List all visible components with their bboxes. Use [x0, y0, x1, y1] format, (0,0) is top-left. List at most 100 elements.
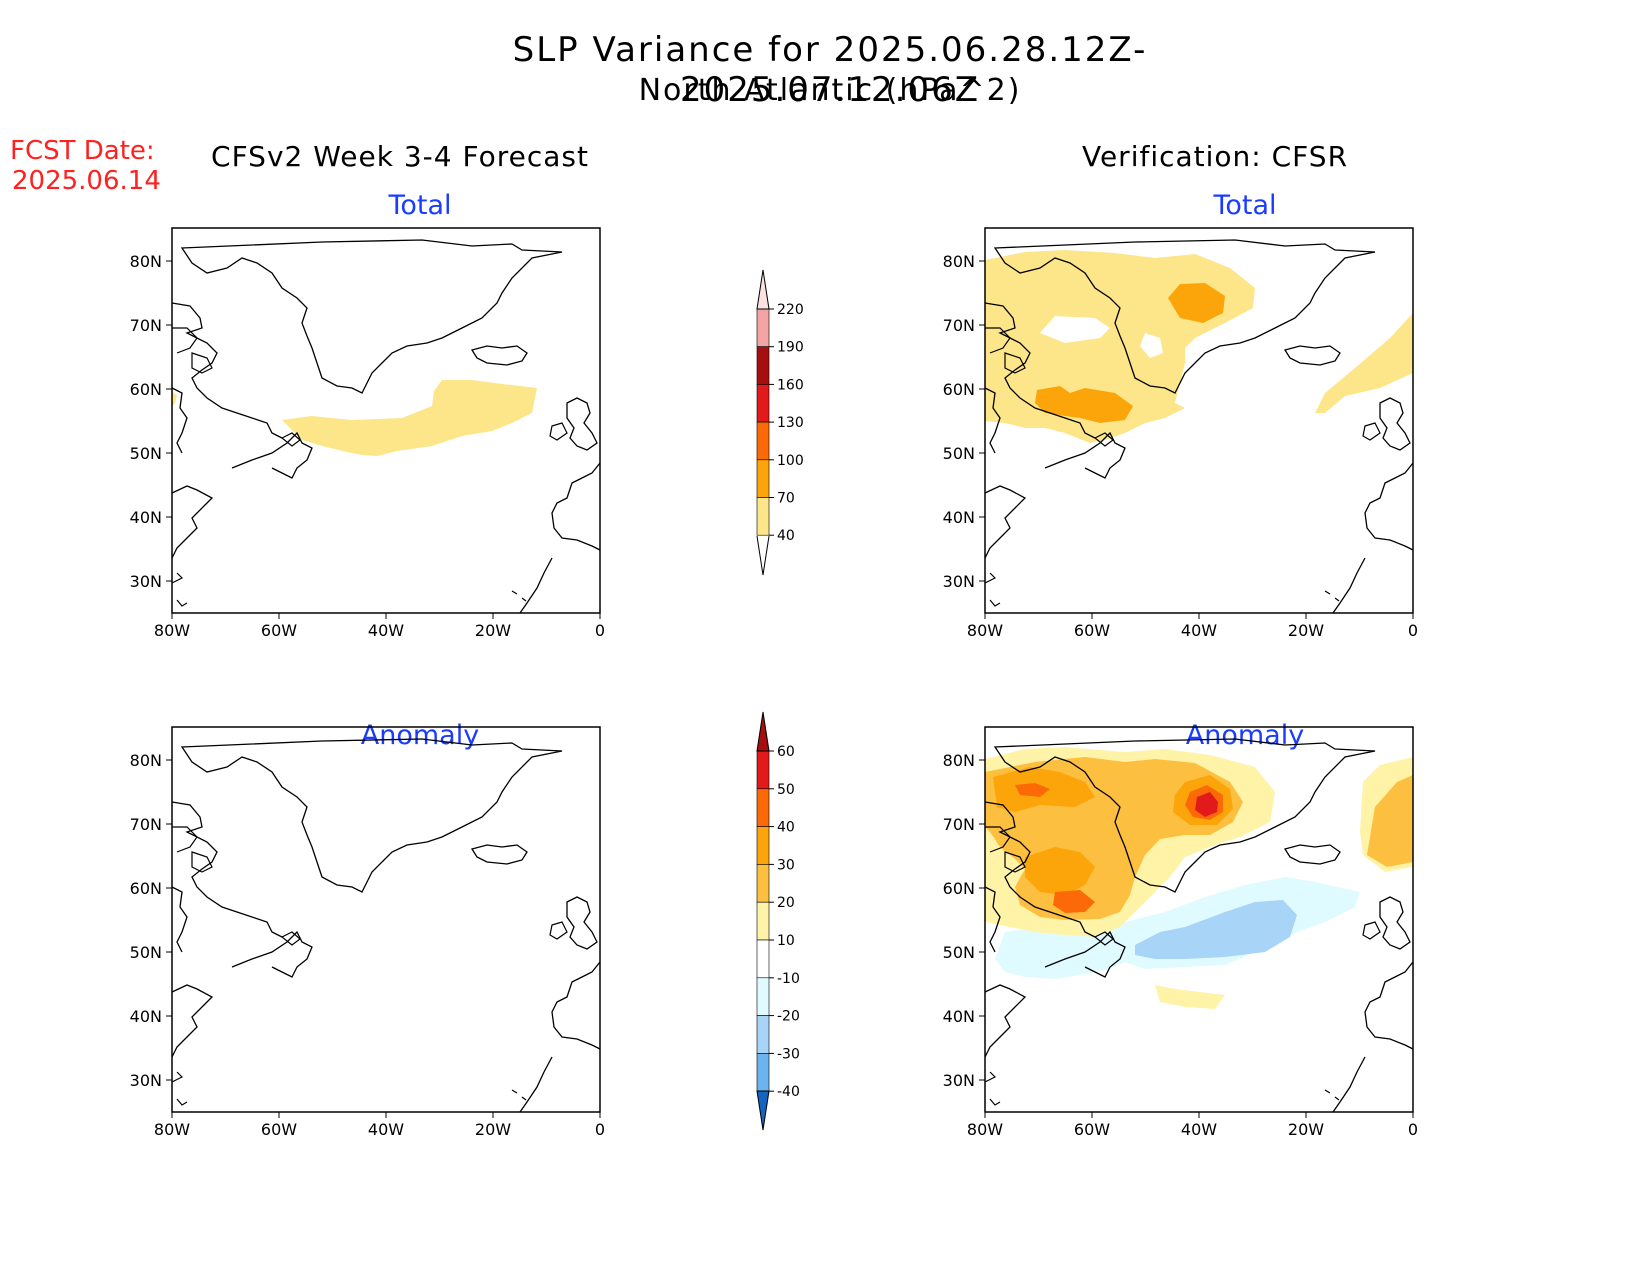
fcst-date-label: FCST Date:: [10, 136, 155, 166]
verification-total-lon-label: 40W: [1181, 621, 1217, 640]
forecast-column-title: CFSv2 Week 3-4 Forecast: [211, 140, 589, 173]
verification-anomaly-lon-label: 60W: [1074, 1120, 1110, 1139]
colorbar-total-top-triangle: [756, 269, 770, 310]
verification-anomaly-lon-label: 0: [1408, 1120, 1418, 1139]
colorbar-total-tick-label: 100: [777, 453, 804, 469]
forecast-anomaly-lat-label: 60N: [130, 879, 162, 898]
colorbar-anomaly-tick-label: -30: [777, 1046, 800, 1062]
colorbar-anomaly-swatch: [756, 788, 770, 827]
forecast-anomaly-lat-label: 80N: [130, 751, 162, 770]
colorbar-anomaly-swatch: [756, 1015, 770, 1054]
colorbar-anomaly-tick-label: -20: [777, 1009, 800, 1025]
forecast-total-lat-label: 50N: [130, 444, 162, 463]
verification-anomaly-lat-label: 60N: [943, 879, 975, 898]
forecast-anomaly-lon-label: 20W: [475, 1120, 511, 1139]
forecast-total-lon-label: 60W: [261, 621, 297, 640]
forecast-total-lon-label: 20W: [475, 621, 511, 640]
colorbar-anomaly: 60 50 40 30 20 10 -10 -20 -30 -40: [756, 711, 800, 1131]
forecast-anomaly-lat-label: 30N: [130, 1071, 162, 1090]
colorbar-anomaly-tick-label: 30: [777, 857, 795, 873]
forecast-anomaly-lat-label: 40N: [130, 1007, 162, 1026]
fcst-date-value: 2025.06.14: [12, 166, 161, 196]
colorbar-anomaly-bottom-triangle: [756, 1090, 770, 1131]
axes-layer: 80N 70N 60N 50N 40N 30N 80W 60W 40W 20W 0 80N 70N 60N…: [130, 252, 1418, 1139]
colorbar-total-swatch: [756, 459, 770, 498]
colorbar-anomaly-top-triangle: [756, 711, 770, 752]
forecast-anomaly-lon-label: 40W: [368, 1120, 404, 1139]
verification-anomaly-lat-label: 70N: [943, 815, 975, 834]
verification-total-lat-label: 70N: [943, 316, 975, 335]
colorbar-total-tick-label: 220: [777, 302, 804, 318]
forecast-total-lat-label: 30N: [130, 572, 162, 591]
verification-total-shading-70-100: [1168, 283, 1225, 323]
colorbar-total-swatch: [756, 346, 770, 385]
forecast-anomaly-lon-label: 60W: [261, 1120, 297, 1139]
colorbar-total: 220 190 160 130 100 70 40: [756, 269, 804, 576]
verification-total-lat-label: 30N: [943, 572, 975, 591]
colorbar-total-tick-label: 160: [777, 377, 804, 393]
verification-total-lat-label: 50N: [943, 444, 975, 463]
verification-total-label: Total: [1213, 190, 1277, 221]
colorbar-total-tick-label: 70: [777, 491, 795, 507]
colorbar-anomaly-swatch: [756, 1053, 770, 1092]
forecast-total-lon-label: 40W: [368, 621, 404, 640]
colorbar-anomaly-tick-label: -10: [777, 971, 800, 987]
verification-column-title: Verification: CFSR: [1081, 140, 1349, 173]
colorbar-total-swatch: [756, 497, 770, 536]
chart-title-line1: SLP Variance for 2025.06.28.12Z-2025.07.…: [512, 30, 1148, 110]
verification-anomaly-lon-label: 80W: [967, 1120, 1003, 1139]
verification-anomaly-lon-label: 40W: [1181, 1120, 1217, 1139]
colorbar-total-swatch: [756, 421, 770, 461]
colorbar-anomaly-tick-label: 10: [777, 933, 795, 949]
verification-total-lon-label: 80W: [967, 621, 1003, 640]
verification-total-lon-label: 0: [1408, 621, 1418, 640]
panel-verification-anomaly: [984, 726, 1414, 1113]
colorbar-anomaly-tick-label: 40: [777, 820, 795, 836]
colorbar-total-bottom-triangle: [756, 535, 770, 576]
colorbar-anomaly-tick-label: 60: [777, 744, 795, 760]
verification-total-lon-label: 60W: [1074, 621, 1110, 640]
colorbar-anomaly-swatch: [756, 864, 770, 903]
forecast-anomaly-lon-label: 80W: [154, 1120, 190, 1139]
verification-anomaly-lat-label: 40N: [943, 1007, 975, 1026]
forecast-anomaly-lon-label: 0: [595, 1120, 605, 1139]
forecast-total-lat-label: 60N: [130, 380, 162, 399]
colorbar-total-tick-label: 40: [777, 528, 795, 544]
verification-anomaly-label: Anomaly: [1185, 720, 1305, 751]
panel-forecast-anomaly: [171, 726, 601, 1113]
colorbar-anomaly-tick-label: 20: [777, 895, 795, 911]
forecast-total-lon-label: 0: [595, 621, 605, 640]
verification-total-lat-label: 60N: [943, 380, 975, 399]
forecast-total-label: Total: [388, 190, 452, 221]
verification-anomaly-lon-label: 20W: [1288, 1120, 1324, 1139]
forecast-total-lat-label: 70N: [130, 316, 162, 335]
verification-total-lon-label: 20W: [1288, 621, 1324, 640]
colorbar-anomaly-swatch: [756, 901, 770, 941]
colorbar-anomaly-swatch: [756, 750, 770, 790]
panel-forecast-total: [171, 227, 601, 614]
panel-verification-total: [984, 227, 1414, 614]
verification-total-lat-label: 80N: [943, 252, 975, 271]
colorbar-anomaly-swatch: [756, 939, 770, 979]
forecast-anomaly-label: Anomaly: [360, 720, 480, 751]
colorbar-total-swatch: [756, 308, 770, 348]
forecast-total-lat-label: 80N: [130, 252, 162, 271]
colorbar-total-tick-label: 130: [777, 415, 804, 431]
chart-title-line2: North Atlantic (hPa^2): [638, 73, 1022, 108]
colorbar-anomaly-tick-label: -40: [777, 1084, 800, 1100]
colorbar-anomaly-tick-label: 50: [777, 782, 795, 798]
colorbar-total-swatch: [756, 384, 770, 423]
verification-total-lat-label: 40N: [943, 508, 975, 527]
verification-anomaly-shading-50-60: [1195, 792, 1218, 817]
verification-anomaly-lat-label: 30N: [943, 1071, 975, 1090]
forecast-total-lat-label: 40N: [130, 508, 162, 527]
forecast-total-lon-label: 80W: [154, 621, 190, 640]
forecast-anomaly-lat-label: 70N: [130, 815, 162, 834]
verification-anomaly-lat-label: 50N: [943, 943, 975, 962]
verification-anomaly-shading-neg20-neg30: [1135, 900, 1297, 959]
verification-anomaly-lat-label: 80N: [943, 751, 975, 770]
colorbar-total-tick-label: 190: [777, 340, 804, 356]
colorbar-anomaly-swatch: [756, 826, 770, 865]
colorbar-anomaly-swatch: [756, 977, 770, 1016]
